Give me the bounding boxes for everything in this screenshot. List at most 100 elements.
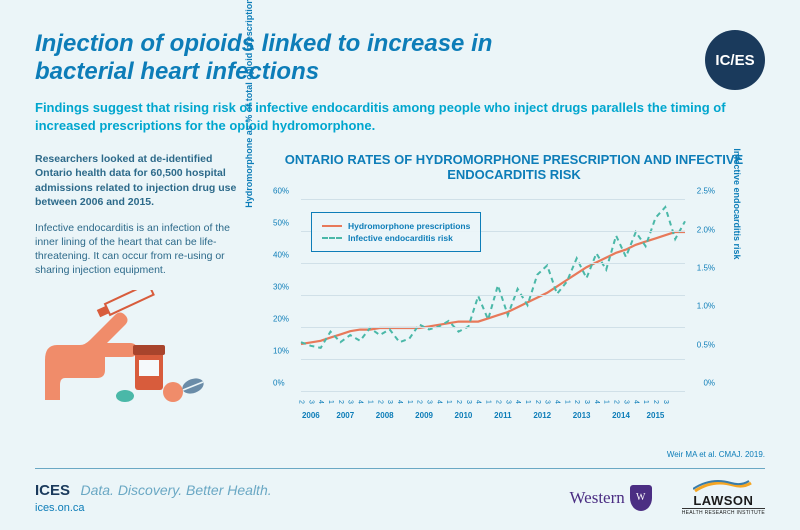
x-quarter-tick: 4 [593, 400, 600, 404]
lawson-name: LAWSON [693, 493, 753, 508]
main-title: Injection of opioids linked to increase … [35, 30, 595, 85]
x-quarter-tick: 2 [416, 400, 423, 404]
chart-area: ONTARIO RATES OF HYDROMORPHONE PRESCRIPT… [263, 152, 765, 430]
x-quarter-tick: 3 [544, 400, 551, 404]
x-quarter-tick: 2 [455, 400, 462, 404]
x-quarter-tick: 3 [426, 400, 433, 404]
western-badge-icon: W [630, 485, 652, 511]
grid-line [301, 263, 685, 264]
chart-legend: Hydromorphone prescriptions Infective en… [311, 212, 481, 252]
y-right-tick: 0% [703, 379, 715, 388]
x-quarter-tick: 1 [327, 400, 334, 404]
footer-tagline: Data. Discovery. Better Health. [80, 482, 271, 498]
x-quarter-tick: 3 [583, 400, 590, 404]
x-year-label: 2014 [612, 411, 630, 420]
x-quarter-tick: 1 [445, 400, 452, 404]
x-quarter-tick: 4 [554, 400, 561, 404]
y-right-tick: 0.5% [697, 340, 715, 349]
ices-logo: IC/ES [705, 30, 765, 90]
header: Injection of opioids linked to increase … [35, 30, 765, 134]
x-quarter-tick: 4 [632, 400, 639, 404]
x-quarter-tick: 2 [613, 400, 620, 404]
y-right-tick: 1.5% [697, 264, 715, 273]
x-quarter-tick: 2 [652, 400, 659, 404]
western-logo: Western W [569, 485, 651, 511]
y-left-tick: 40% [273, 251, 289, 260]
legend-swatch-risk [322, 237, 342, 239]
x-year-label: 2008 [376, 411, 394, 420]
grid-line [301, 295, 685, 296]
x-quarter-tick: 4 [317, 400, 324, 404]
x-quarter-tick: 1 [642, 400, 649, 404]
y-left-tick: 60% [273, 187, 289, 196]
footer-logos: Western W LAWSON HEALTH RESEARCH INSTITU… [569, 479, 765, 516]
x-quarter-tick: 3 [622, 400, 629, 404]
grid-line [301, 199, 685, 200]
x-quarter-tick: 2 [376, 400, 383, 404]
x-quarter-tick: 1 [563, 400, 570, 404]
legend-swatch-hydro [322, 225, 342, 227]
y-left-tick: 50% [273, 219, 289, 228]
x-year-label: 2010 [455, 411, 473, 420]
chart: Hydromorphone as % of total opioid presc… [263, 190, 723, 430]
y-right-tick: 1.0% [697, 302, 715, 311]
y-left-tick: 0% [273, 379, 285, 388]
footer: Weir MA et al. CMAJ. 2019. ICES Data. Di… [0, 468, 800, 530]
y-left-tick: 10% [273, 347, 289, 356]
legend-label-hydro: Hydromorphone prescriptions [348, 221, 470, 231]
footer-bar: ICES Data. Discovery. Better Health. ice… [0, 469, 800, 530]
x-year-label: 2011 [494, 411, 511, 420]
x-quarter-tick: 3 [504, 400, 511, 404]
x-year-label: 2007 [336, 411, 354, 420]
y-left-axis-label: Hydromorphone as % of total opioid presc… [244, 0, 254, 208]
x-quarter-tick: 3 [465, 400, 472, 404]
y-right-tick: 2.5% [697, 187, 715, 196]
x-quarter-tick: 3 [662, 400, 669, 404]
x-quarter-tick: 1 [603, 400, 610, 404]
infographic-container: Injection of opioids linked to increase … [0, 0, 800, 530]
y-left-tick: 20% [273, 315, 289, 324]
western-text: Western [569, 488, 624, 508]
x-quarter-tick: 1 [366, 400, 373, 404]
footer-url: ices.on.ca [35, 502, 272, 514]
x-year-label: 2009 [415, 411, 433, 420]
legend-row-hydro: Hydromorphone prescriptions [322, 221, 470, 231]
title-line-2: bacterial heart infections [35, 58, 319, 85]
x-year-label: 2015 [647, 411, 665, 420]
x-quarter-tick: 1 [524, 400, 531, 404]
left-column: Researchers looked at de-identified Onta… [35, 152, 245, 430]
grid-line [301, 327, 685, 328]
x-quarter-tick: 2 [337, 400, 344, 404]
x-year-label: 2013 [573, 411, 591, 420]
grid-line [301, 359, 685, 360]
x-quarter-tick: 2 [573, 400, 580, 404]
x-quarter-tick: 4 [396, 400, 403, 404]
x-quarter-tick: 3 [386, 400, 393, 404]
x-year-label: 2006 [302, 411, 320, 420]
x-quarter-tick: 2 [494, 400, 501, 404]
x-quarter-tick: 4 [435, 400, 442, 404]
chart-title: ONTARIO RATES OF HYDROMORPHONE PRESCRIPT… [263, 152, 765, 182]
x-quarter-tick: 4 [514, 400, 521, 404]
footer-brand: ICES [35, 482, 70, 499]
x-quarter-tick: 3 [307, 400, 314, 404]
x-quarter-tick: 2 [534, 400, 541, 404]
lawson-logo: LAWSON HEALTH RESEARCH INSTITUTE [682, 479, 765, 516]
citation: Weir MA et al. CMAJ. 2019. [667, 450, 765, 459]
grid-line [301, 391, 685, 392]
x-year-label: 2012 [533, 411, 551, 420]
lawson-subtitle: HEALTH RESEARCH INSTITUTE [682, 508, 765, 516]
x-quarter-tick: 3 [347, 400, 354, 404]
y-right-axis-label: Infective endocarditis risk [732, 149, 742, 260]
y-left-tick: 30% [273, 283, 289, 292]
x-quarter-tick: 4 [357, 400, 364, 404]
legend-label-risk: Infective endocarditis risk [348, 233, 453, 243]
x-quarter-tick: 1 [406, 400, 413, 404]
legend-row-risk: Infective endocarditis risk [322, 233, 470, 243]
subtitle: Findings suggest that rising risk of inf… [35, 99, 735, 134]
content-row: Researchers looked at de-identified Onta… [35, 152, 765, 430]
x-quarter-tick: 4 [475, 400, 482, 404]
x-quarter-tick: 1 [485, 400, 492, 404]
x-quarter-tick: 2 [298, 400, 305, 404]
title-line-1: Injection of opioids linked to increase … [35, 30, 492, 57]
